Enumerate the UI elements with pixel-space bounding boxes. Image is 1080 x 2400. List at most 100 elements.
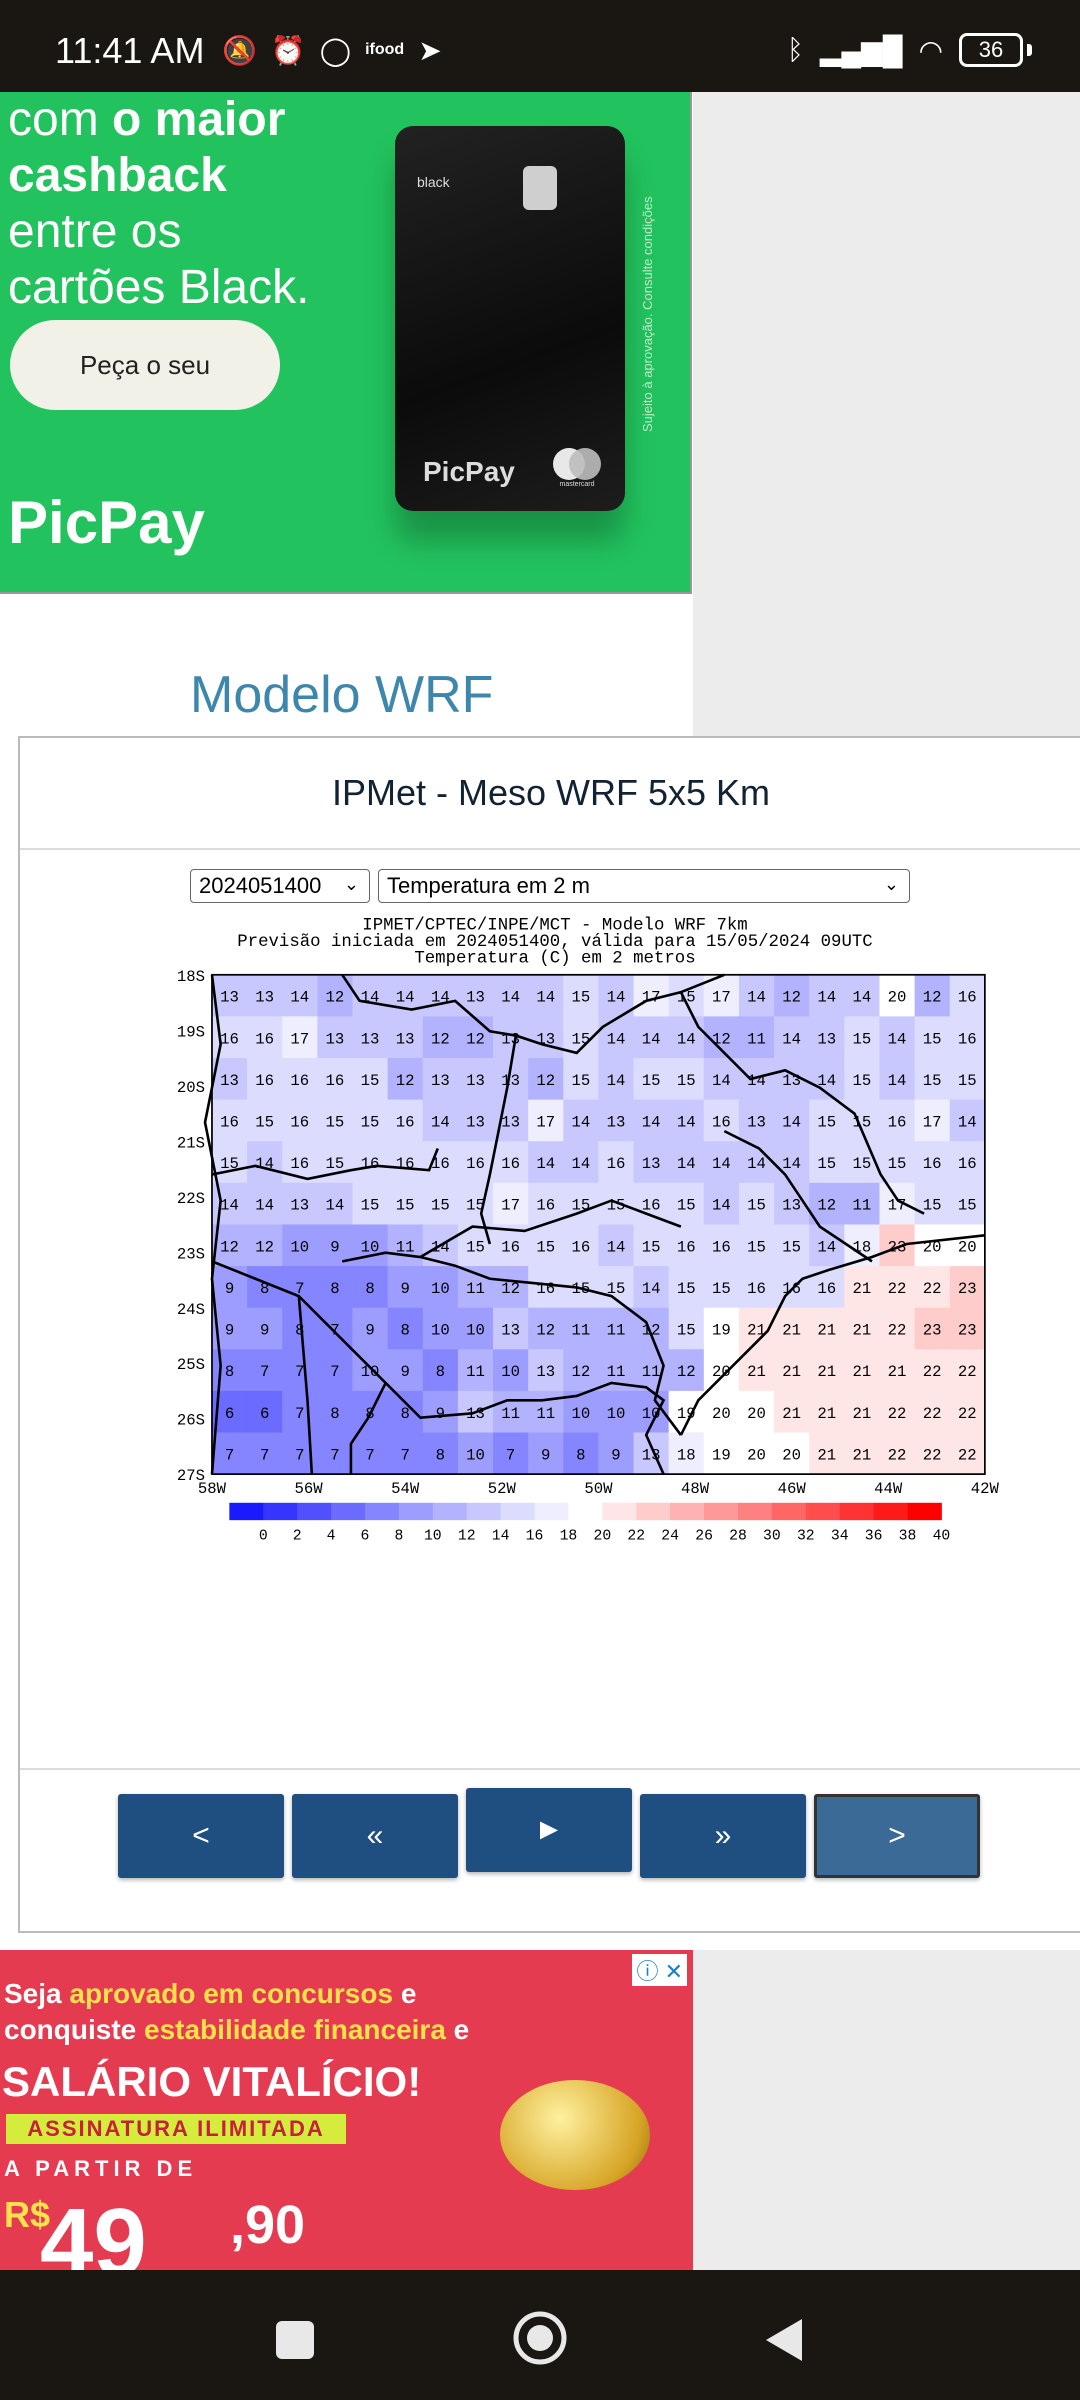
heatmap-value: 16 [466,1155,485,1173]
y-tick-label: 18S [177,968,205,986]
rewind-button[interactable]: « [292,1794,458,1878]
heatmap-cell [774,1099,810,1142]
heatmap-value: 14 [677,1030,696,1048]
heatmap-cell [633,1182,670,1225]
heatmap-value: 7 [295,1280,304,1298]
heatmap-cell [282,1016,318,1059]
home-icon[interactable] [510,2308,570,2368]
heatmap-cell [809,1307,845,1350]
heatmap-cell [422,1307,459,1350]
state-borders [203,973,986,1475]
heatmap-value: 8 [225,1363,234,1381]
heatmap-value: 21 [782,1405,801,1423]
previous-button[interactable]: < [118,1794,284,1878]
heatmap-value: 15 [782,1238,801,1256]
heatmap-cell [528,1432,564,1475]
heatmap-value: 12 [536,1072,555,1090]
heatmap-value: 8 [436,1363,445,1381]
colorbar-swatch [873,1502,908,1521]
colorbar-tick-label: 18 [560,1528,578,1544]
heatmap-value: 13 [396,1030,415,1048]
heatmap-value: 18 [677,1446,696,1464]
heatmap-value: 9 [401,1280,410,1298]
heatmap-value: 15 [255,1114,274,1132]
heatmap-value: 15 [677,1280,696,1298]
heatmap-cell [774,1141,810,1184]
heatmap-cell [774,1224,810,1267]
heatmap-cell [352,1224,389,1267]
heatmap-value: 14 [326,1197,345,1215]
variable-select[interactable]: Temperatura em 2 m ⌄ [378,869,910,903]
recents-icon[interactable] [270,2315,320,2365]
heatmap-value: 15 [361,1072,380,1090]
heatmap-cell [528,1266,564,1309]
heatmap-value: 13 [607,1114,626,1132]
heatmap-value: 15 [923,1197,942,1215]
heatmap-value: 14 [501,989,520,1007]
heatmap-value: 14 [642,1030,661,1048]
heatmap-value: 14 [607,1030,626,1048]
heatmap-cell [528,1141,564,1184]
heatmap-cell [493,974,529,1017]
heatmap-cell [668,1016,705,1059]
heatmap-value: 14 [642,1114,661,1132]
heatmap-cell [457,1141,494,1184]
next-button[interactable]: > [814,1794,980,1878]
heatmap-value: 20 [747,1446,766,1464]
heatmap-cell [317,1266,353,1309]
colorbar-swatch [466,1502,502,1521]
ad-banner-concurso[interactable]: ⓘ ✕ Seja aprovado em concursos e conquis… [0,1950,693,2270]
heatmap-value: 12 [817,1197,836,1215]
heatmap-cell [457,1099,494,1142]
heatmap-value: 12 [466,1030,485,1048]
heatmap-value: 16 [290,1155,309,1173]
heatmap-cell [387,1182,424,1225]
heatmap-value: 14 [255,1197,274,1215]
colorbar-tick-label: 0 [259,1528,268,1544]
heatmap-value: 15 [326,1114,345,1132]
heatmap-value: 22 [888,1446,907,1464]
heatmap-value: 14 [607,1238,626,1256]
svg-text:mastercard: mastercard [559,481,594,488]
ad-concurso-currency: R$ [4,2194,51,2235]
heatmap-value: 12 [923,989,942,1007]
heatmap-value: 15 [888,1155,907,1173]
heatmap-cell [914,1182,951,1225]
fast-forward-button[interactable]: » [640,1794,806,1878]
heatmap-cell [949,1224,986,1267]
heatmap-value: 13 [642,1155,661,1173]
heatmap-cell [457,1307,494,1350]
bluetooth-icon: ᛒ [787,34,804,65]
sidebar-background [693,1950,1080,2270]
run-select[interactable]: 2024051400 ⌄ [190,869,370,903]
y-tick-label: 25S [177,1356,205,1374]
panel-title: IPMet - Meso WRF 5x5 Km [20,738,1080,850]
heatmap-cell [598,1058,634,1101]
heatmap-cell [422,1182,459,1225]
back-icon[interactable] [760,2315,810,2365]
heatmap-cell [528,1307,564,1350]
heatmap-value: 12 [431,1030,450,1048]
x-tick-label: 58W [198,1480,227,1498]
ad-banner-picpay[interactable]: com o maior cashback entre os cartões Bl… [0,92,692,594]
play-button[interactable]: ► [466,1788,632,1872]
heatmap-cell [387,1390,424,1433]
heatmap-value: 16 [431,1155,450,1173]
colorbar-swatch [364,1502,400,1521]
heatmap-cell [879,1349,916,1392]
alarm-icon: ⏰ [270,34,306,66]
temperature-map: IPMET/CPTEC/INPE/MCT - Modelo WRF 7km Pr… [177,917,1000,1545]
heatmap-cell [844,1266,880,1309]
heatmap-cell [738,1016,775,1059]
heatmap-value: 14 [677,1114,696,1132]
heatmap-value: 12 [326,989,345,1007]
heatmap-cell [668,974,705,1017]
ad-cta-button[interactable]: Peça o seu [10,320,280,410]
heatmap-value: 15 [677,1072,696,1090]
heatmap-cell [809,1016,845,1059]
heatmap-value: 19 [712,1446,731,1464]
ad-choices-icon[interactable]: ⓘ ✕ [632,1954,687,1986]
mastercard-icon: mastercard [553,448,601,488]
heatmap-value: 14 [888,1072,907,1090]
heatmap-value: 7 [260,1363,269,1381]
